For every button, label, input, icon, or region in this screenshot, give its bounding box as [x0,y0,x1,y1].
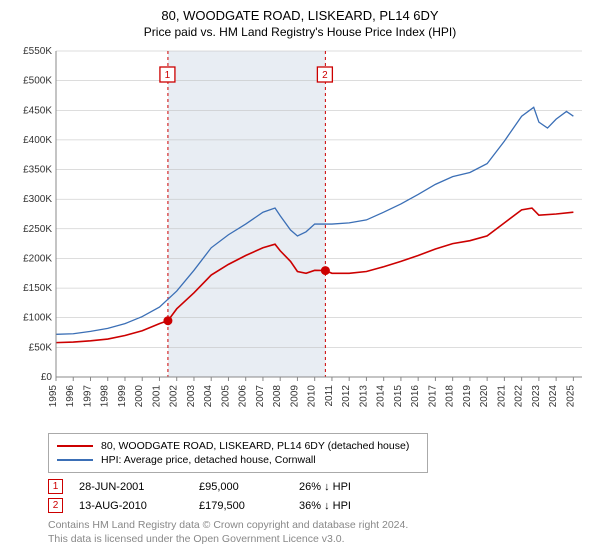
page-subtitle: Price paid vs. HM Land Registry's House … [10,25,590,39]
xtick-label: 2015 [393,385,404,408]
sale-marker: 1 [48,479,63,494]
xtick-label: 2010 [307,385,318,408]
ytick-label: £50K [29,342,53,353]
ytick-label: £200K [23,253,52,264]
ytick-label: £150K [23,283,52,294]
chart-svg: £0 £50K £100K £150K £200K £250K £300K £350K £400… [10,45,590,425]
footer-line2: This data is licensed under the Open Gov… [48,533,590,547]
ytick-label: £0 [41,372,53,383]
xtick-label: 2007 [255,385,266,408]
xtick-label: 2016 [410,385,421,408]
ownership-band [168,51,325,377]
xtick-label: 2008 [272,385,283,408]
legend: 80, WOODGATE ROAD, LISKEARD, PL14 6DY (d… [48,433,428,473]
footer-attribution: Contains HM Land Registry data © Crown c… [48,519,590,546]
footer-line1: Contains HM Land Registry data © Crown c… [48,519,590,533]
xtick-label: 2023 [531,385,542,408]
ytick-label: £500K [23,76,52,87]
xtick-label: 2020 [479,385,490,408]
xtick-label: 2021 [496,385,507,408]
xtick-label: 2017 [427,385,438,408]
ytick-label: £400K [23,135,52,146]
sale-date: 28-JUN-2001 [79,481,199,493]
xtick-label: 1996 [65,385,76,408]
xtick-label: 2022 [514,385,525,408]
xtick-label: 2011 [324,385,335,407]
ytick-label: £100K [23,313,52,324]
xtick-label: 1997 [82,385,93,408]
xtick-label: 2001 [151,385,162,408]
xtick-label: 2005 [220,385,231,408]
xtick-label: 2012 [341,385,352,408]
sales-table: 1 28-JUN-2001£95,00026% ↓ HPI 2 13-AUG-2010… [48,479,590,513]
price-chart: £0 £50K £100K £150K £200K £250K £300K £350K £400… [10,45,590,425]
ytick-label: £550K [23,46,52,57]
xtick-label: 1998 [100,385,111,408]
xtick-label: 2002 [169,385,180,408]
xtick-label: 2024 [548,385,559,408]
sale-marker: 2 [48,498,63,513]
sale-pct: 36% ↓ HPI [299,500,419,512]
xtick-label: 1995 [48,385,59,408]
ytick-label: £250K [23,224,52,235]
xtick-label: 2009 [289,385,300,408]
sale-row: 1 28-JUN-2001£95,00026% ↓ HPI [48,479,590,494]
legend-label: 80, WOODGATE ROAD, LISKEARD, PL14 6DY (d… [101,440,409,452]
xtick-label: 2019 [462,385,473,408]
sale-price: £95,000 [199,481,299,493]
ytick-label: £300K [23,194,52,205]
xtick-label: 2004 [203,385,214,408]
sale-price: £179,500 [199,500,299,512]
sale-row: 2 13-AUG-2010£179,50036% ↓ HPI [48,498,590,513]
legend-swatch [57,445,93,447]
sale-pct: 26% ↓ HPI [299,481,419,493]
xtick-label: 2013 [358,385,369,408]
sale-date: 13-AUG-2010 [79,500,199,512]
xtick-label: 2018 [445,385,456,408]
xtick-label: 2003 [186,385,197,408]
xtick-label: 2000 [134,385,145,408]
ytick-label: £350K [23,165,52,176]
legend-label: HPI: Average price, detached house, Corn… [101,454,316,466]
sale-marker-num: 2 [322,70,328,81]
sale-marker-dot [321,266,330,275]
legend-row: HPI: Average price, detached house, Corn… [57,454,419,466]
xtick-label: 2014 [376,385,387,408]
legend-swatch [57,459,93,461]
xtick-label: 2006 [238,385,249,408]
ytick-label: £450K [23,105,52,116]
page-title: 80, WOODGATE ROAD, LISKEARD, PL14 6DY [10,8,590,23]
xtick-label: 1999 [117,385,128,408]
legend-row: 80, WOODGATE ROAD, LISKEARD, PL14 6DY (d… [57,440,419,452]
xtick-label: 2025 [565,385,576,408]
sale-marker-dot [163,316,172,325]
sale-marker-num: 1 [165,70,171,81]
